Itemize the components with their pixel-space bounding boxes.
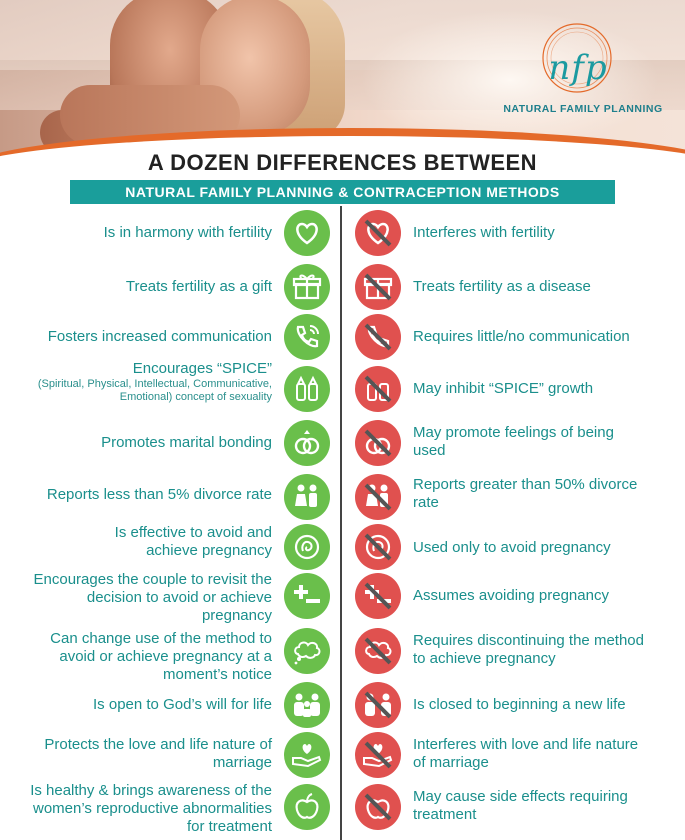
hand-heart-icon (284, 732, 330, 778)
nfp-point: Encourages the couple to revisit the dec… (33, 571, 272, 624)
salt-pepper-crossed-icon (355, 366, 401, 412)
contraception-point: Interferes with love and life nature of … (413, 736, 639, 771)
thought-bubble-crossed-icon (355, 628, 401, 674)
nfp-point: Reports less than 5% divorce rate (46, 486, 272, 503)
family-crossed-icon (355, 682, 401, 728)
heart-icon (284, 210, 330, 256)
nfp-point: Is effective to avoid and achieve pregna… (114, 524, 272, 559)
nfp-point: Protects the love and life nature of mar… (44, 736, 272, 771)
phone-icon (284, 314, 330, 360)
contraception-point: May inhibit “SPICE” growth (413, 380, 594, 397)
couple-crossed-icon (355, 474, 401, 520)
rings-crossed-icon (355, 420, 401, 466)
rings-icon (284, 420, 330, 466)
contraception-point: Requires little/no communication (413, 328, 630, 345)
contraception-point: Treats fertility as a disease (413, 278, 591, 295)
logo-ring-icon (542, 23, 612, 93)
logo-name: NATURAL FAMILY PLANNING (503, 103, 663, 115)
heart-crossed-icon (355, 210, 401, 256)
contraception-point: Interferes with fertility (413, 224, 555, 241)
logo-mark: nfp (548, 48, 608, 88)
family-icon (284, 682, 330, 728)
nfp-point: Is open to God’s will for life (93, 696, 272, 713)
apple-icon (284, 784, 330, 830)
nfp-point: Is healthy & brings awareness of the wom… (30, 782, 272, 835)
column-divider (340, 206, 342, 840)
plus-minus-crossed-icon (355, 573, 401, 619)
contraception-point: Requires discontinuing the method to ach… (413, 632, 644, 667)
hero-photo: nfp NATURAL FAMILY PLANNING (0, 0, 685, 160)
hand-heart-crossed-icon (355, 732, 401, 778)
contraception-point: Used only to avoid pregnancy (413, 539, 611, 556)
salt-pepper-icon (284, 366, 330, 412)
nfp-logo: nfp NATURAL FAMILY PLANNING (498, 18, 668, 118)
phone-crossed-icon (355, 314, 401, 360)
contraception-point: May promote feelings of being used (413, 424, 614, 459)
contraception-point: Reports greater than 50% divorce rate (413, 476, 638, 511)
contraception-point: Is closed to beginning a new life (413, 696, 626, 713)
gift-crossed-icon (355, 264, 401, 310)
nfp-point: Treats fertility as a gift (125, 278, 272, 295)
nfp-point: Fosters increased communication (47, 328, 272, 345)
nfp-point: Promotes marital bonding (101, 434, 272, 451)
nfp-point: Encourages “SPICE” (Spiritual, Physical,… (32, 360, 272, 404)
baby-crossed-icon (355, 524, 401, 570)
plus-minus-icon (284, 573, 330, 619)
nfp-point-detail: (Spiritual, Physical, Intellectual, Comm… (37, 378, 272, 403)
nfp-point: Can change use of the method to avoid or… (50, 630, 272, 683)
section-banner: NATURAL FAMILY PLANNING & CONTRACEPTION … (70, 180, 615, 204)
nfp-point-main: Encourages “SPICE” (132, 360, 272, 377)
page-title: A DOZEN DIFFERENCES BETWEEN (147, 150, 538, 175)
couple-icon (284, 474, 330, 520)
contraception-point: May cause side effects requiring treatme… (413, 788, 628, 823)
contraception-point: Assumes avoiding pregnancy (413, 587, 609, 604)
gift-icon (284, 264, 330, 310)
thought-bubble-icon (284, 628, 330, 674)
nfp-point: Is in harmony with fertility (103, 224, 272, 241)
apple-crossed-icon (355, 784, 401, 830)
baby-icon (284, 524, 330, 570)
